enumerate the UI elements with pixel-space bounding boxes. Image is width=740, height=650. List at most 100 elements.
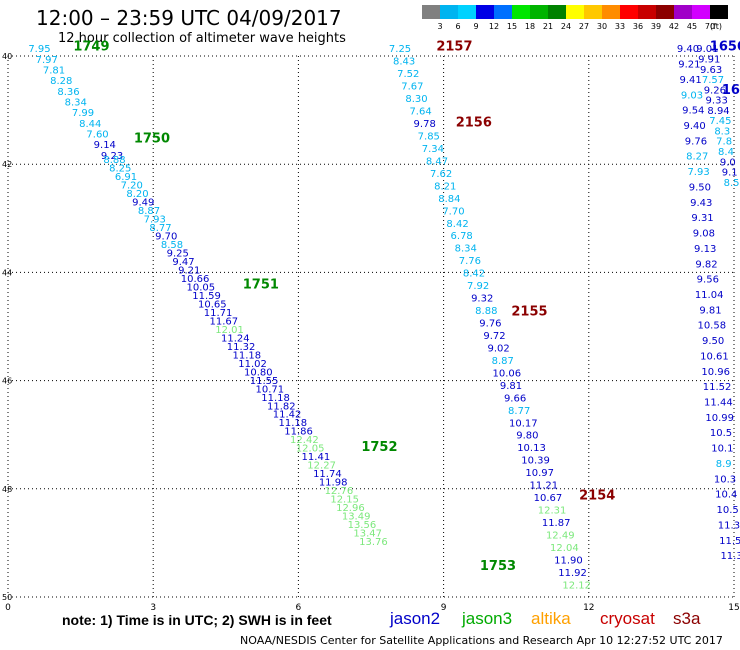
wave-height-value: 9.80: [516, 431, 538, 442]
wave-height-value: 9.70: [155, 232, 177, 243]
satellite-legend-s3a: s3a: [673, 609, 701, 628]
wave-height-value: 12.12: [562, 580, 591, 591]
wave-height-value: 7.8: [716, 137, 732, 148]
color-scale-tick: 27: [579, 22, 589, 31]
wave-height-value: 10.5: [716, 505, 738, 516]
color-scale-swatch: [458, 5, 476, 19]
pass-number-label: 1749: [73, 40, 109, 55]
color-scale-swatch: [512, 5, 530, 19]
wave-height-value: 9.40: [683, 121, 705, 132]
wave-height-value: 11.42: [273, 410, 302, 421]
wave-height-value: 9.01: [696, 44, 718, 55]
wave-height-value: 11.18: [261, 393, 290, 404]
wave-height-value: 9.76: [479, 319, 501, 330]
wave-height-value: 7.76: [459, 256, 481, 267]
wave-height-value: 10.4: [715, 490, 737, 501]
color-scale-tick: 15: [507, 22, 517, 31]
wave-height-value: 8.25: [109, 164, 131, 175]
wave-height-value: 9.81: [500, 381, 522, 392]
wave-height-value: 8.3: [714, 126, 730, 137]
wave-height-value: 7.93: [144, 215, 166, 226]
wave-height-value: 10.96: [701, 367, 730, 378]
wave-height-value: 8.44: [79, 119, 101, 130]
color-scale-tick: 45: [687, 22, 697, 31]
pass-number-label: 1752: [361, 440, 397, 455]
color-scale-tick: 30: [597, 22, 607, 31]
pass-number-label: 2154: [579, 489, 615, 504]
wave-height-value: 7.93: [687, 167, 709, 178]
color-scale-tick: 18: [525, 22, 535, 31]
y-tick-label: 50: [2, 593, 12, 602]
wave-height-value: 8.77: [508, 406, 530, 417]
wave-height-value: 7.64: [409, 107, 431, 118]
wave-height-value: 8.84: [438, 194, 460, 205]
wave-height-value: 12.49: [546, 530, 575, 541]
wave-height-value: 12.15: [330, 495, 359, 506]
wave-height-value: 8.21: [434, 181, 456, 192]
wave-height-value: 13.56: [348, 520, 377, 531]
wave-height-value: 11.32: [227, 342, 256, 353]
wave-height-value: 11.90: [554, 555, 583, 566]
wave-height-value: 11.67: [209, 316, 238, 327]
satellite-legend-jason2: jason2: [390, 609, 441, 628]
y-tick-label: 40: [2, 52, 12, 61]
color-scale-tick: 3: [437, 22, 442, 31]
wave-height-value: 7.60: [86, 129, 108, 140]
color-scale-swatch: [584, 5, 602, 19]
wave-height-value: 11.04: [695, 290, 724, 301]
wave-height-value: 8.9: [716, 459, 732, 470]
wave-height-value: 9.49: [132, 198, 154, 209]
wave-height-value: 11.18: [233, 350, 262, 361]
satellite-legend-cryosat: cryosat: [600, 609, 655, 628]
wave-height-value: 11.44: [704, 398, 733, 409]
y-tick-label: 48: [2, 485, 12, 494]
wave-height-value: 13.76: [359, 537, 388, 548]
color-scale-swatch: [656, 5, 674, 19]
x-tick-label: 9: [441, 603, 447, 613]
wave-height-value: 7.99: [72, 108, 94, 119]
wave-height-value: 8.77: [149, 223, 171, 234]
wave-height-value: 11.92: [558, 568, 587, 579]
color-scale-swatch: [476, 5, 494, 19]
y-tick-label: 46: [2, 377, 12, 386]
wave-height-value: 7.34: [422, 144, 444, 155]
color-scale-swatch: [602, 5, 620, 19]
color-scale-tick: 70: [705, 22, 715, 31]
wave-height-value: 9.47: [172, 257, 194, 268]
wave-height-value: 7.85: [418, 131, 440, 142]
y-tick-label: 42: [2, 160, 12, 169]
color-scale-tick: 39: [651, 22, 661, 31]
wave-height-value: 7.92: [467, 281, 489, 292]
wave-height-value: 9.13: [694, 244, 716, 255]
color-scale-swatch: [692, 5, 710, 19]
wave-height-value: 8.42: [446, 219, 468, 230]
wave-height-value: 12.96: [336, 503, 365, 514]
wave-height-value: 10.99: [705, 413, 734, 424]
color-scale-tick: 42: [669, 22, 679, 31]
color-scale-swatch: [494, 5, 512, 19]
wave-height-value: 10.65: [198, 299, 227, 310]
color-scale-swatch: [638, 5, 656, 19]
wave-height-value: 12.76: [325, 486, 354, 497]
color-scale-unit: (ft): [710, 22, 722, 31]
wave-height-value: 10.5: [710, 428, 732, 439]
wave-height-value: 10.39: [521, 456, 550, 467]
wave-height-value: 9.81: [699, 305, 721, 316]
x-tick-label: 12: [583, 603, 594, 613]
wave-height-value: 10.06: [493, 368, 522, 379]
wave-height-value: 8.36: [57, 87, 79, 98]
wave-height-value: 7.67: [401, 82, 423, 93]
wave-height-value: 8.87: [138, 206, 160, 217]
page-subtitle: 12 hour collection of altimeter wave hei…: [58, 31, 346, 46]
wave-height-value: 9.50: [689, 182, 711, 193]
wave-height-value: 9.14: [94, 140, 116, 151]
wave-height-value: 8.34: [455, 244, 477, 255]
wave-height-value: 11.18: [279, 418, 308, 429]
wave-height-value: 10.05: [186, 282, 215, 293]
wave-height-value: 11.52: [703, 382, 732, 393]
wave-height-value: 10.61: [700, 351, 729, 362]
wave-height-value: 11.74: [313, 469, 342, 480]
wave-height-value: 9.1: [722, 168, 738, 179]
wave-height-value: 7.70: [442, 206, 464, 217]
wave-height-value: 8.20: [126, 189, 148, 200]
